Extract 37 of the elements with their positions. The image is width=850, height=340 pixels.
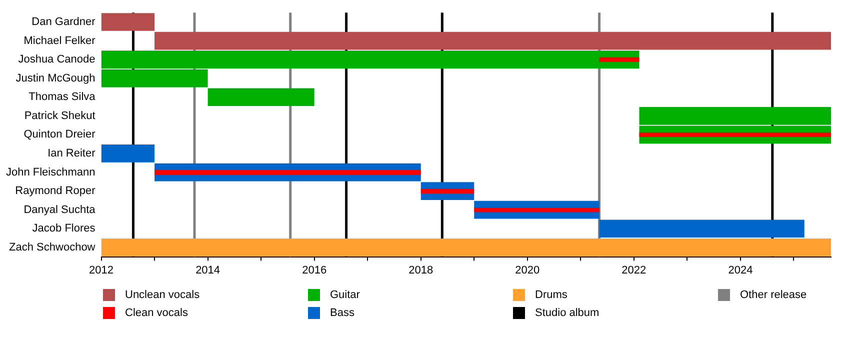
bar: [101, 13, 155, 31]
x-tick-label: 2016: [302, 264, 327, 276]
y-tick-label: Justin McGough: [16, 72, 96, 84]
bar: [154, 170, 421, 175]
y-tick-label: Raymond Roper: [15, 185, 96, 198]
y-tick-label: Danyal Suchta: [24, 204, 96, 216]
legend-label: Studio album: [535, 307, 600, 319]
y-tick-label: Dan Gardner: [32, 16, 96, 28]
x-tick-label: 2022: [622, 264, 646, 276]
y-tick-label: John Fleischmann: [6, 166, 96, 178]
y-tick-label: Patrick Shekut: [24, 110, 96, 122]
bar: [154, 32, 831, 50]
x-tick-label: 2012: [89, 264, 114, 276]
bar: [639, 132, 831, 138]
bar: [599, 220, 804, 238]
legend-label: Bass: [330, 307, 354, 319]
x-tick-label: 2020: [515, 264, 540, 276]
y-tick-label: Joshua Canode: [18, 54, 96, 66]
y-tick-label: Michael Felker: [24, 34, 96, 47]
legend-label: Other release: [740, 289, 807, 301]
y-tick-label: Thomas Silva: [28, 91, 96, 104]
x-tick-label: 2014: [196, 264, 220, 276]
y-tick-label: Zach Schwochow: [9, 241, 96, 254]
y-tick-label: Quinton Dreier: [24, 128, 96, 141]
bar: [599, 57, 640, 62]
bar: [474, 207, 600, 212]
legend-label: Guitar: [330, 289, 360, 301]
y-tick-label: Jacob Flores: [32, 222, 96, 235]
legend-label: Unclean vocals: [125, 289, 200, 301]
bar: [420, 188, 474, 194]
legend-label: Drums: [535, 289, 568, 301]
legend-label: Clean vocals: [125, 307, 188, 319]
y-tick-label: Ian Reiter: [48, 148, 96, 160]
x-tick-label: 2024: [728, 264, 753, 276]
x-tick-label: 2018: [408, 264, 434, 276]
bar: [208, 88, 314, 106]
bar: [101, 144, 155, 162]
